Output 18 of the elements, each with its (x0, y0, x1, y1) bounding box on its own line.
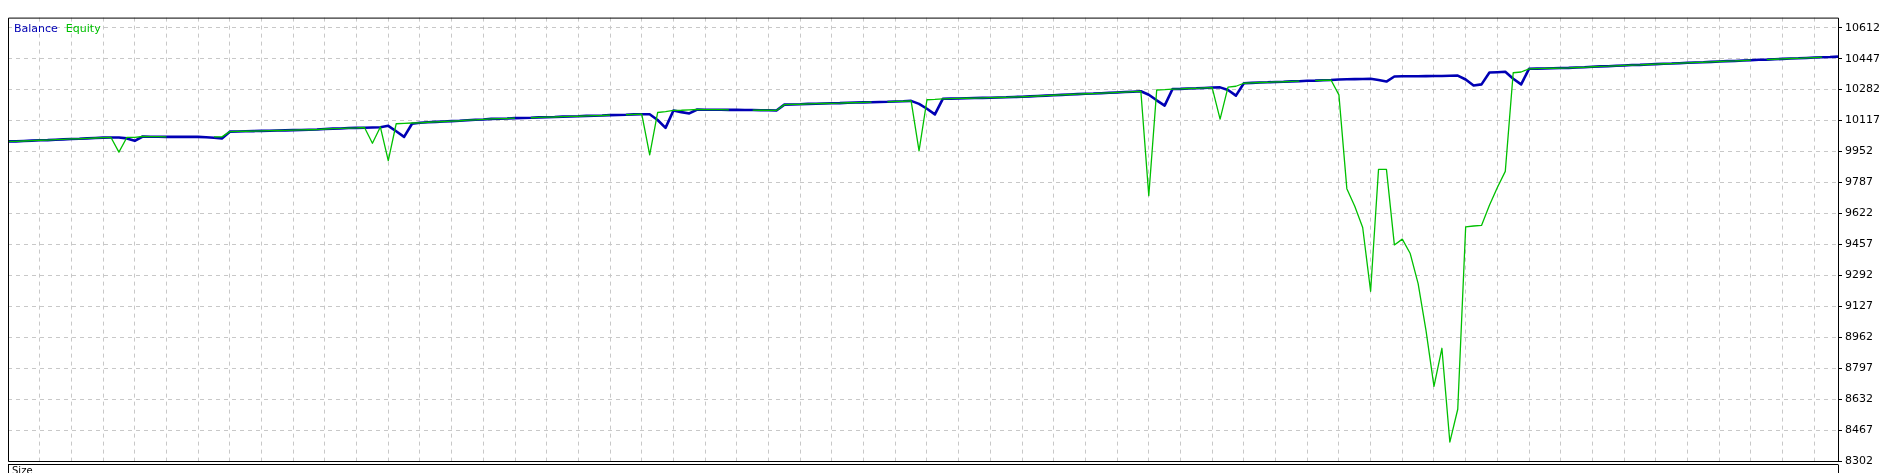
y-tick-label: 9457 (1845, 237, 1874, 251)
y-tick-label: 8962 (1845, 330, 1874, 344)
y-tick-label: 9952 (1845, 144, 1874, 158)
y-tick-label: 9292 (1845, 268, 1874, 282)
y-tick-label: 10447 (1845, 51, 1881, 65)
text: Equity (65, 21, 102, 35)
text: Size (12, 464, 33, 473)
y-tick-label: 8302 (1845, 453, 1874, 467)
y-tick-label: 10612 (1845, 20, 1881, 34)
y-tick-label: 10282 (1845, 82, 1881, 96)
y-tick-label: 8797 (1845, 361, 1874, 375)
y-tick-label: 8632 (1845, 391, 1874, 405)
y-tick-label: 9127 (1845, 299, 1874, 313)
y-tick-label: 9622 (1845, 206, 1874, 220)
y-tick-label: 9787 (1845, 175, 1874, 189)
y-tick-label: 8467 (1845, 422, 1874, 436)
text: Balance (14, 21, 59, 35)
y-tick-label: 10117 (1845, 113, 1881, 127)
